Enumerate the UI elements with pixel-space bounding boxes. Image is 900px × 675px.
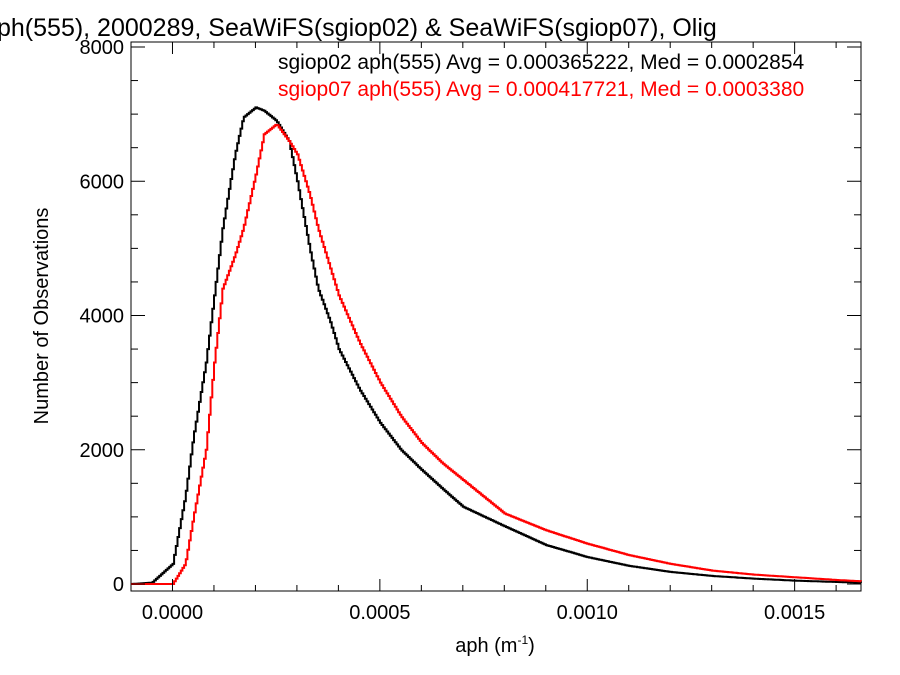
- legend-entry-sgiop02: sgiop02 aph(555) Avg = 0.000365222, Med …: [278, 51, 805, 74]
- series-line-sgiop02: [131, 106, 862, 585]
- x-axis-label: aph (m-1): [455, 633, 535, 657]
- y-tick-label: 6000: [80, 171, 125, 193]
- series-line-sgiop07: [131, 123, 862, 585]
- series-layer: [131, 106, 862, 585]
- y-axis-label: Number of Observations: [31, 208, 53, 425]
- x-tick-label: 0.0015: [764, 602, 825, 624]
- x-axis-label-sup: -1: [517, 633, 528, 647]
- x-axis-label-main: aph (m: [455, 635, 517, 657]
- x-tick-label: 0.0010: [557, 602, 618, 624]
- y-tick-label: 8000: [80, 37, 125, 59]
- legend-entry-sgiop07: sgiop07 aph(555) Avg = 0.000417721, Med …: [278, 78, 804, 101]
- y-axis-ticks: 0 2000 4000 6000 8000: [80, 37, 861, 596]
- y-tick-label: 4000: [80, 306, 125, 328]
- chart-title: ph(555), 2000289, SeaWiFS(sgiop02) & Sea…: [0, 14, 717, 42]
- y-tick-label: 2000: [80, 440, 125, 462]
- x-axis-ticks: 0.0000 0.0005 0.0010 0.0015: [130, 42, 837, 624]
- x-tick-label: 0.0005: [349, 602, 410, 624]
- plot-frame: [130, 41, 862, 592]
- x-axis-label-close: ): [528, 635, 535, 657]
- x-tick-label: 0.0000: [142, 602, 203, 624]
- y-tick-label: 0: [113, 574, 124, 596]
